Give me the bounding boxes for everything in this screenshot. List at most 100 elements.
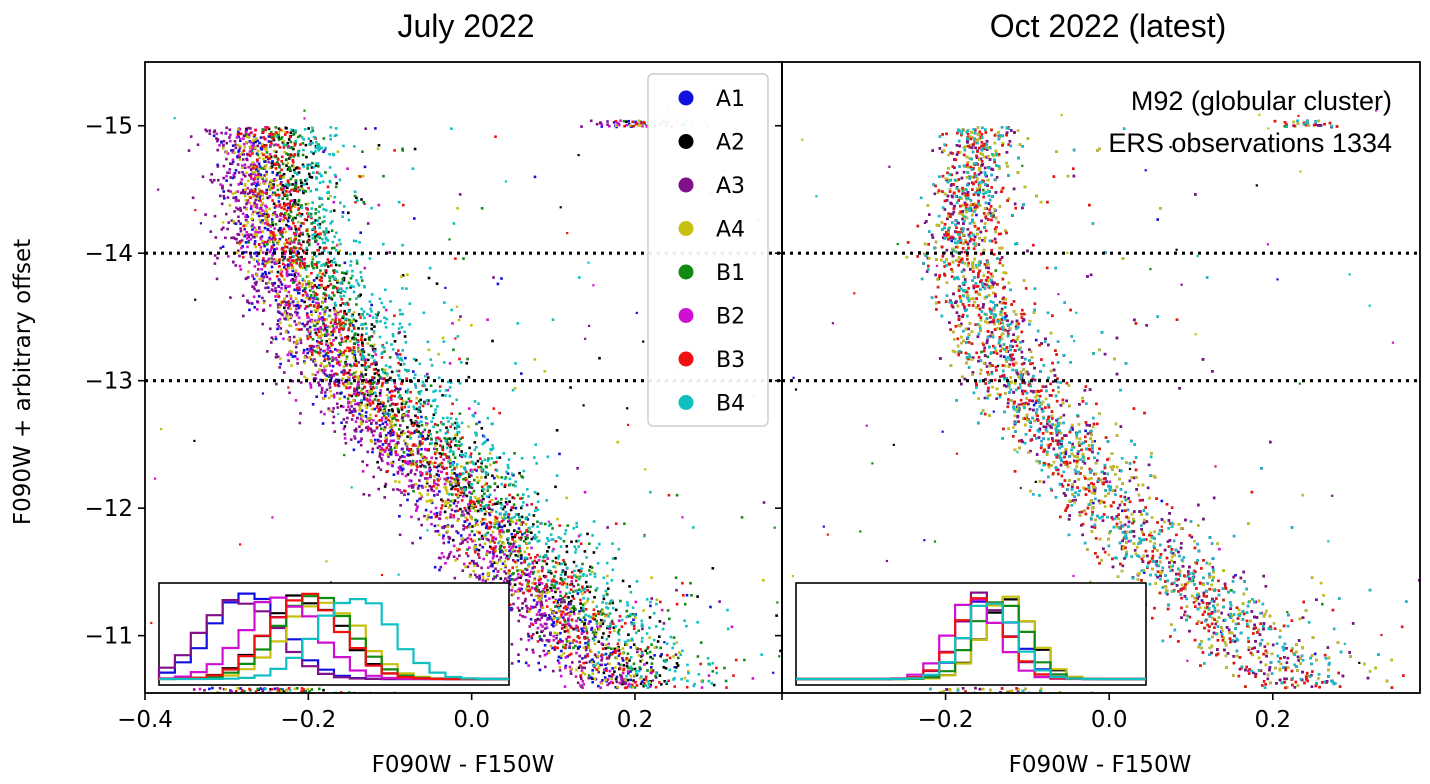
point (469, 486, 472, 489)
point (225, 157, 228, 161)
point (509, 552, 513, 556)
point (508, 520, 512, 523)
point (271, 199, 274, 202)
point (335, 358, 339, 362)
point (542, 649, 546, 653)
point (614, 522, 618, 525)
point (301, 231, 304, 235)
point (313, 696, 316, 699)
point (250, 167, 253, 170)
point (284, 230, 288, 234)
point (318, 205, 321, 208)
point (249, 695, 252, 698)
point (521, 607, 524, 610)
point (399, 397, 402, 401)
point (287, 697, 290, 700)
point (594, 654, 598, 658)
point (425, 457, 428, 460)
point (674, 576, 678, 579)
point (339, 310, 343, 313)
point (538, 599, 541, 602)
point (499, 577, 503, 580)
point (249, 255, 253, 258)
point (401, 429, 405, 433)
point (683, 676, 687, 680)
point (331, 275, 334, 278)
point (536, 520, 539, 524)
point (484, 535, 487, 538)
point (261, 262, 264, 265)
point (253, 190, 257, 193)
point (419, 453, 423, 456)
point (243, 690, 246, 693)
point (608, 669, 612, 673)
field-point (160, 428, 163, 431)
point (360, 198, 363, 201)
point (364, 411, 368, 414)
point (577, 616, 580, 620)
point (644, 649, 647, 653)
point (584, 625, 587, 628)
point (274, 150, 278, 154)
point (442, 458, 445, 461)
point (583, 635, 587, 639)
point (577, 545, 580, 548)
point (304, 179, 307, 182)
point (521, 572, 524, 576)
point (624, 622, 627, 625)
point (230, 149, 233, 152)
point (360, 437, 363, 440)
point (442, 541, 446, 545)
point (348, 385, 352, 389)
point (237, 183, 240, 186)
point (480, 494, 484, 498)
point (370, 407, 374, 411)
point (261, 194, 264, 197)
point (292, 335, 296, 339)
point (593, 665, 596, 669)
point (271, 137, 275, 141)
point (490, 508, 494, 512)
point (289, 236, 292, 240)
point (357, 361, 360, 364)
point (327, 197, 330, 200)
point (293, 144, 297, 147)
point (268, 240, 271, 244)
point (310, 272, 313, 275)
point (593, 596, 596, 599)
point (382, 408, 386, 412)
point (308, 297, 311, 301)
point (389, 434, 392, 437)
point (472, 489, 476, 493)
point (512, 542, 515, 546)
point (244, 218, 248, 222)
point (245, 208, 248, 211)
point (532, 570, 536, 574)
point (340, 322, 343, 325)
point (559, 674, 563, 678)
point (323, 148, 327, 152)
point (621, 682, 624, 686)
point (219, 194, 222, 198)
point (607, 634, 611, 638)
point (468, 575, 472, 578)
point (261, 142, 264, 146)
point (567, 631, 570, 634)
point (616, 440, 619, 444)
point (305, 283, 308, 286)
point (306, 327, 309, 331)
point (324, 171, 327, 174)
point (559, 638, 562, 641)
point (521, 533, 524, 536)
point (499, 545, 502, 548)
point (513, 387, 517, 390)
point (639, 648, 642, 651)
point (589, 565, 592, 569)
point (285, 272, 289, 275)
point (278, 193, 281, 197)
point (610, 652, 614, 656)
point (246, 233, 249, 237)
point (634, 600, 638, 604)
point (545, 605, 549, 608)
point (216, 165, 220, 168)
